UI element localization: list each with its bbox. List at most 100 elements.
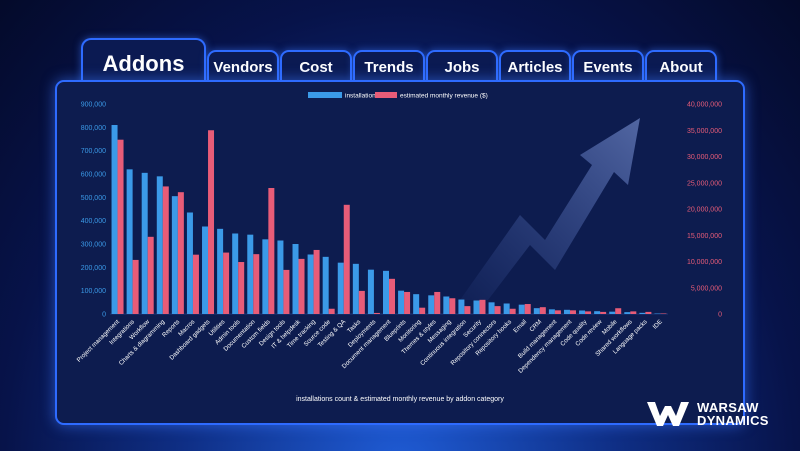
- y-right-tick-label: 35,000,000: [687, 128, 722, 135]
- bar-revenue: [569, 310, 576, 314]
- tab-about[interactable]: About: [645, 50, 717, 82]
- bar-installations: [518, 304, 525, 314]
- bar-installations: [563, 309, 570, 314]
- y-left-tick-label: 900,000: [81, 102, 106, 109]
- bar-revenue: [253, 254, 260, 314]
- y-left-tick-label: 300,000: [81, 242, 106, 249]
- tab-articles[interactable]: Articles: [499, 50, 571, 82]
- bar-revenue: [554, 310, 561, 314]
- bar-installations: [503, 303, 510, 314]
- bar-installations: [413, 294, 420, 314]
- bar-installations: [277, 240, 284, 314]
- bar-revenue: [449, 298, 456, 314]
- bar-revenue: [283, 269, 290, 314]
- y-left-tick-label: 700,000: [81, 148, 106, 155]
- y-right-tick-label: 15,000,000: [687, 233, 722, 240]
- chart-panel: [55, 80, 745, 425]
- bar-installations: [443, 296, 450, 314]
- bar-revenue: [479, 299, 486, 314]
- bar-revenue: [373, 312, 380, 314]
- y-left-tick-label: 0: [102, 312, 106, 319]
- bar-installations: [292, 244, 299, 314]
- bar-revenue: [419, 307, 426, 314]
- bar-revenue: [117, 139, 124, 314]
- bar-installations: [232, 233, 239, 314]
- bar-installations: [186, 212, 193, 314]
- bar-revenue: [524, 304, 531, 314]
- bar-installations: [171, 196, 178, 314]
- bar-installations: [307, 254, 314, 314]
- bar-revenue: [298, 258, 305, 314]
- bar-installations: [624, 312, 631, 314]
- bar-revenue: [509, 308, 516, 314]
- tab-cost[interactable]: Cost: [280, 50, 352, 82]
- bar-revenue: [645, 311, 652, 314]
- y-left-tick-label: 800,000: [81, 125, 106, 132]
- tab-jobs[interactable]: Jobs: [426, 50, 498, 82]
- legend-label-revenue: estimated monthly revenue ($): [400, 93, 488, 100]
- bar-revenue: [585, 311, 592, 314]
- bar-installations: [217, 228, 224, 314]
- bar-revenue: [630, 311, 637, 314]
- bar-installations: [352, 263, 359, 314]
- bar-revenue: [328, 308, 335, 314]
- bar-installations: [383, 270, 389, 314]
- bar-revenue: [539, 307, 546, 314]
- bar-installations: [579, 310, 586, 314]
- bar-installations: [337, 262, 344, 314]
- y-left-tick-label: 400,000: [81, 218, 106, 225]
- y-right-tick-label: 5,000,000: [691, 285, 722, 292]
- bar-revenue: [147, 236, 154, 314]
- bar-revenue: [162, 186, 169, 314]
- bar-revenue: [343, 204, 350, 314]
- bar-installations: [247, 234, 254, 314]
- bar-installations: [428, 295, 435, 314]
- y-right-tick-label: 0: [718, 312, 722, 319]
- bar-installations: [639, 312, 646, 314]
- bar-revenue: [494, 306, 501, 314]
- bar-revenue: [313, 249, 320, 314]
- bar-revenue: [192, 254, 199, 314]
- y-left-tick-label: 100,000: [81, 288, 106, 295]
- brand-logo: WARSAW DYNAMICS: [645, 398, 769, 430]
- brand-line2: DYNAMICS: [697, 413, 769, 428]
- bar-revenue: [358, 290, 365, 314]
- bar-revenue: [434, 291, 441, 314]
- chart-caption: installations count & estimated monthly …: [296, 396, 504, 403]
- bar-revenue: [615, 308, 622, 314]
- bar-installations: [548, 309, 555, 314]
- brand-line1: WARSAW: [697, 400, 759, 415]
- bar-installations: [594, 311, 601, 314]
- bar-installations: [262, 239, 269, 314]
- legend-swatch-installations: [308, 92, 342, 98]
- bar-revenue: [208, 130, 215, 314]
- y-right-tick-label: 10,000,000: [687, 259, 722, 266]
- bar-installations: [533, 308, 540, 314]
- y-right-tick-label: 30,000,000: [687, 154, 722, 161]
- bar-revenue: [660, 313, 667, 314]
- bar-installations: [398, 290, 405, 314]
- bar-installations: [488, 302, 495, 314]
- tab-vendors[interactable]: Vendors: [207, 50, 279, 82]
- bar-revenue: [238, 262, 245, 314]
- y-left-tick-label: 600,000: [81, 172, 106, 179]
- bar-installations: [156, 176, 163, 314]
- y-left-tick-label: 200,000: [81, 265, 106, 272]
- bar-installations: [458, 299, 465, 314]
- bar-installations: [202, 226, 209, 314]
- warsaw-dynamics-logo-icon: [647, 402, 689, 426]
- legend-swatch-revenue: [375, 92, 397, 98]
- bar-installations: [111, 125, 118, 314]
- bar-installations: [141, 172, 148, 314]
- bar-installations: [322, 256, 329, 314]
- tab-trends[interactable]: Trends: [353, 50, 425, 82]
- bar-revenue: [600, 311, 607, 314]
- trend-arrow-icon: [460, 118, 640, 300]
- tab-addons[interactable]: Addons: [81, 38, 206, 88]
- y-right-tick-label: 20,000,000: [687, 207, 722, 214]
- y-right-tick-label: 25,000,000: [687, 180, 722, 187]
- legend-label-installations: installations: [345, 93, 380, 100]
- bar-revenue: [223, 252, 230, 314]
- tab-events[interactable]: Events: [572, 50, 644, 82]
